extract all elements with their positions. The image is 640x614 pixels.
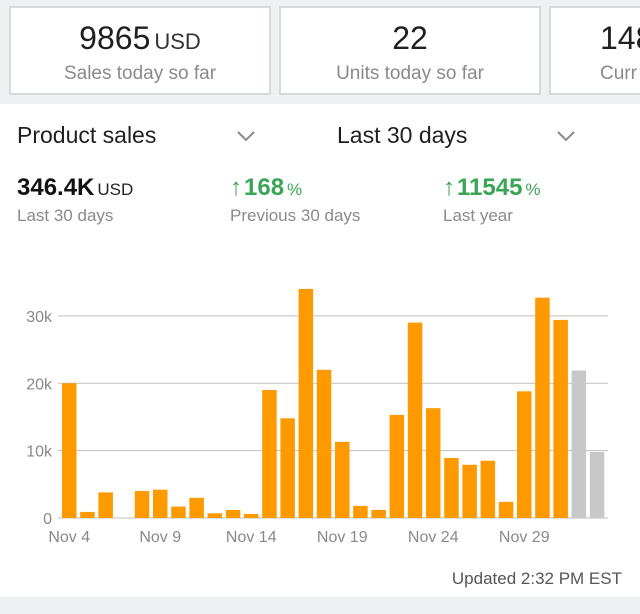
x-tick-label: Nov 29 bbox=[499, 529, 550, 546]
chart-bar[interactable] bbox=[153, 489, 168, 518]
chevron-down-icon bbox=[557, 131, 575, 142]
stat-value: ↑168% bbox=[230, 174, 303, 201]
chart-bar[interactable] bbox=[589, 451, 605, 518]
x-tick-label: Nov 14 bbox=[226, 529, 277, 546]
chart-bar[interactable] bbox=[62, 383, 77, 518]
y-tick-label: 10k bbox=[26, 444, 53, 461]
kpi-value: 22 bbox=[392, 20, 428, 56]
x-tick-label: Nov 19 bbox=[317, 529, 368, 546]
x-tick-label: Nov 4 bbox=[48, 529, 90, 546]
y-tick-label: 30k bbox=[26, 309, 53, 326]
chart-bar[interactable] bbox=[207, 513, 223, 518]
stat-unit: USD bbox=[97, 180, 134, 199]
kpi-card-units-today[interactable]: 22 Units today so far bbox=[279, 6, 541, 95]
stat-total: 346.4K USD Last 30 days bbox=[17, 174, 133, 226]
updated-timestamp: Updated 2:32 PM EST bbox=[451, 569, 622, 588]
kpi-card-sales-today[interactable]: 9865 USD Sales today so far bbox=[9, 6, 271, 95]
range-dropdown-label: Last 30 days bbox=[337, 122, 468, 148]
chart-bar[interactable] bbox=[262, 389, 277, 518]
sales-bar-chart[interactable]: 0 10k 20k 30k Nov 4 Nov 9 Nov 14 Nov 19 Nov 24 No… bbox=[0, 254, 640, 554]
chart-bar[interactable] bbox=[98, 492, 113, 518]
y-tick-label: 0 bbox=[43, 511, 52, 528]
kpi-value: 9865 USD bbox=[79, 20, 201, 56]
arrow-up-icon: ↑ bbox=[443, 174, 455, 201]
chart-bar[interactable] bbox=[389, 414, 405, 518]
range-dropdown[interactable]: Last 30 days bbox=[337, 122, 587, 152]
chart-bar[interactable] bbox=[80, 511, 95, 518]
kpi-label: Curr bbox=[600, 63, 637, 84]
chart-bar[interactable] bbox=[244, 513, 259, 518]
chart-bar[interactable] bbox=[298, 288, 314, 518]
chart-bar[interactable] bbox=[316, 369, 332, 518]
footer-strip bbox=[0, 597, 640, 614]
x-tick-label: Nov 9 bbox=[139, 529, 181, 546]
sales-panel: Product sales Last 30 days 346.4K USD Las… bbox=[0, 104, 640, 597]
stat-unit: % bbox=[287, 180, 303, 199]
chart-bar[interactable] bbox=[426, 408, 441, 518]
chart-bar[interactable] bbox=[444, 458, 459, 518]
x-tick-label: Nov 24 bbox=[408, 529, 459, 546]
y-tick-label: 20k bbox=[26, 376, 53, 393]
stat-vs-previous: ↑168% Previous 30 days bbox=[230, 174, 360, 226]
stat-unit: % bbox=[525, 180, 541, 199]
chart-bar[interactable] bbox=[189, 497, 204, 518]
metric-dropdown-label: Product sales bbox=[17, 122, 157, 148]
stat-label: Previous 30 days bbox=[230, 206, 361, 225]
chart-bar[interactable] bbox=[225, 509, 241, 518]
chart-bar[interactable] bbox=[134, 491, 150, 518]
kpi-unit: USD bbox=[154, 29, 201, 54]
chart-bar[interactable] bbox=[371, 509, 386, 518]
stat-value: ↑11545% bbox=[443, 174, 541, 201]
arrow-up-icon: ↑ bbox=[230, 174, 242, 201]
chart-bar[interactable] bbox=[553, 319, 568, 518]
metric-dropdown[interactable]: Product sales bbox=[17, 122, 267, 152]
chart-bar[interactable] bbox=[498, 501, 514, 518]
stat-label: Last year bbox=[443, 206, 513, 225]
chart-bar[interactable] bbox=[353, 505, 368, 518]
kpi-label: Sales today so far bbox=[63, 63, 217, 84]
chevron-down-icon bbox=[237, 131, 255, 142]
kpi-strip: 9865 USD Sales today so far 22 Units toda… bbox=[0, 0, 640, 104]
chart-bar[interactable] bbox=[517, 391, 532, 518]
stat-value: 346.4K USD bbox=[17, 174, 134, 201]
stat-label: Last 30 days bbox=[17, 206, 114, 225]
stat-vs-last-year: ↑11545% Last year bbox=[443, 174, 541, 226]
chart-bar[interactable] bbox=[571, 370, 587, 518]
kpi-label: Units today so far bbox=[336, 63, 484, 84]
chart-bar[interactable] bbox=[407, 322, 423, 518]
chart-bar[interactable] bbox=[480, 460, 496, 518]
kpi-value: 148 bbox=[600, 20, 640, 56]
chart-bar[interactable] bbox=[280, 418, 295, 518]
kpi-card-current[interactable]: 148 Curr bbox=[549, 6, 640, 95]
chart-bar[interactable] bbox=[462, 464, 477, 518]
chart-bar[interactable] bbox=[171, 506, 186, 518]
chart-bar[interactable] bbox=[335, 441, 350, 518]
chart-bar[interactable] bbox=[535, 297, 550, 518]
